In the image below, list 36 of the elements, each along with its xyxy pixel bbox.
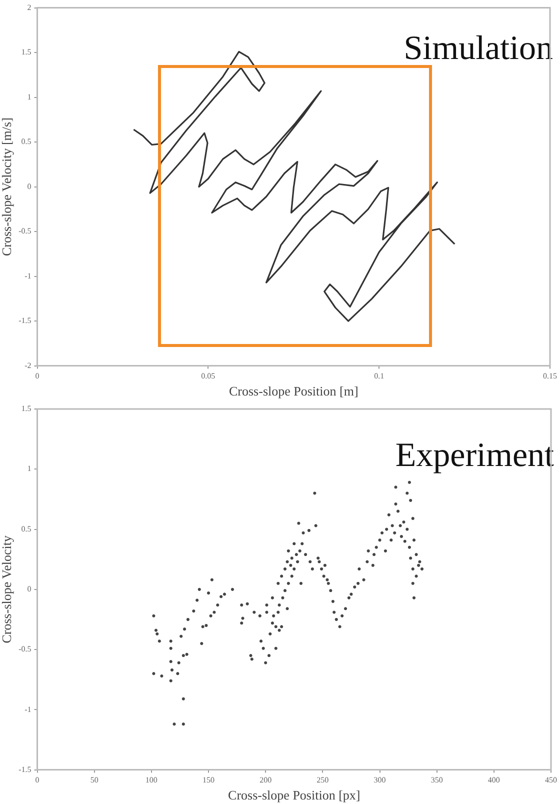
text: Simulation — [404, 30, 553, 67]
x-tick-label: 200 — [260, 776, 272, 785]
y-tick-label: 0 — [27, 584, 32, 594]
y-tick-label: 1 — [27, 464, 32, 474]
x-tick-label: 0 — [35, 372, 40, 381]
y-tick-label: -2 — [24, 360, 32, 370]
x-tick-label: 0.15 — [543, 372, 557, 381]
y-tick-label: 0 — [27, 182, 32, 191]
y-tick-label: -1.5 — [18, 316, 32, 326]
y-tick-label: 1.5 — [21, 48, 32, 57]
y-tick-label: -0.5 — [18, 644, 32, 654]
y-tick-label: -1.5 — [18, 764, 32, 774]
x-tick-label: 400 — [488, 776, 500, 785]
y-tick-label: 1.5 — [21, 404, 32, 414]
y-tick-label: 0.5 — [21, 137, 32, 146]
y-tick-label: 0.5 — [21, 524, 32, 534]
x-axis-title: Cross-slope Position [px] — [228, 788, 360, 803]
y-axis-title: Cross-slope Velocity — [0, 535, 14, 644]
x-tick-label: 250 — [316, 776, 329, 785]
y-axis-title: Cross-slope Velocity [m/s] — [0, 118, 14, 256]
x-tick-label: 450 — [545, 776, 557, 785]
x-tick-label: 50 — [90, 776, 98, 785]
x-axis-title: Cross-slope Position [m] — [228, 384, 358, 399]
x-tick-label: 150 — [202, 776, 215, 785]
text: Experiment — [395, 437, 555, 474]
x-tick-label: 300 — [374, 776, 386, 785]
y-tick-label: -1 — [24, 271, 32, 280]
y-tick-label: -0.5 — [18, 226, 32, 236]
x-tick-label: 350 — [430, 776, 443, 785]
y-tick-label: 1 — [27, 92, 32, 102]
y-tick-label: -1 — [24, 704, 32, 714]
x-tick-label: 0 — [35, 776, 40, 785]
x-tick-label: 0.1 — [374, 372, 384, 381]
x-tick-label: 0.05 — [201, 372, 216, 381]
x-tick-label: 100 — [145, 776, 158, 785]
y-tick-label: 2 — [27, 2, 32, 12]
